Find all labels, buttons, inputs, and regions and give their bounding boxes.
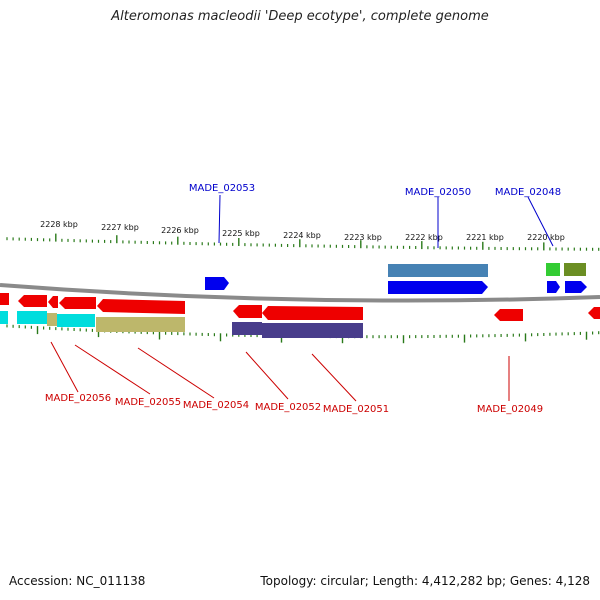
outer-tick-track (6, 233, 600, 251)
gene-arrow-made-02054[interactable] (97, 299, 185, 314)
gene-arrow-made-02056b[interactable] (48, 296, 58, 308)
gene-arrow-made-02056a[interactable] (18, 295, 47, 307)
genome-backbone (0, 283, 600, 303)
leader-made-02054 (137, 347, 215, 399)
gene-block-cyan-2[interactable] (57, 314, 95, 327)
gene-block-cyan-1[interactable] (17, 311, 47, 324)
leader-made-02051 (311, 353, 357, 402)
kbp-tick-label: 2225 kbp (222, 229, 260, 238)
leader-made-02048 (527, 196, 554, 247)
gene-block-olive[interactable] (564, 263, 586, 276)
gene-arrow-made-02051[interactable] (262, 306, 363, 320)
leader-made-02055 (74, 344, 151, 395)
label-made-02048[interactable]: MADE_02048 (495, 187, 561, 198)
gene-arrow-blue-right[interactable] (565, 281, 587, 293)
label-made-02049[interactable]: MADE_02049 (477, 404, 543, 415)
kbp-tick-label: 2226 kbp (161, 226, 199, 235)
accession-text: Accession: NC_011138 (9, 574, 146, 588)
genome-summary-text: Topology: circular; Length: 4,412,282 bp… (260, 574, 590, 588)
gene-block-slate-1[interactable] (232, 322, 262, 335)
kbp-tick-label: 2221 kbp (466, 233, 504, 242)
leader-made-02052 (245, 351, 289, 400)
label-made-02050[interactable]: MADE_02050 (405, 187, 471, 198)
kbp-tick-label: 2223 kbp (344, 233, 382, 242)
gene-arrow-edge-left[interactable] (0, 293, 9, 305)
kbp-tick-label: 2228 kbp (40, 220, 78, 229)
kbp-tick-label: 2227 kbp (101, 223, 139, 232)
gene-block-tan[interactable] (96, 317, 185, 332)
forward-strand-genes (205, 263, 587, 294)
gene-arrow-made-02050[interactable] (388, 281, 488, 294)
gene-arrow-made-02052[interactable] (233, 305, 262, 318)
leader-lines (50, 194, 554, 402)
gene-block-tan-small[interactable] (47, 313, 57, 326)
label-made-02055[interactable]: MADE_02055 (115, 397, 181, 408)
kbp-tick-labels: 2228 kbp 2227 kbp 2226 kbp 2225 kbp 2224 kbp… (40, 220, 565, 242)
gene-arrow-made-02048[interactable] (547, 281, 560, 293)
kbp-tick-label: 2220 kbp (527, 233, 565, 242)
label-made-02054[interactable]: MADE_02054 (183, 400, 249, 411)
map-title: Alteromonas macleodii 'Deep ecotype', co… (111, 9, 489, 24)
reverse-strand-genes (0, 293, 600, 338)
gene-block-cyan-edge[interactable] (0, 311, 8, 324)
gene-block-slate-2[interactable] (262, 323, 363, 338)
label-made-02053[interactable]: MADE_02053 (189, 183, 255, 194)
kbp-tick-label: 2224 kbp (283, 231, 321, 240)
locus-tag-labels: MADE_02053 MADE_02050 MADE_02048 MADE_02… (45, 183, 561, 415)
leader-made-02056 (50, 341, 79, 393)
gene-block-made-02050[interactable] (388, 264, 488, 277)
label-made-02056[interactable]: MADE_02056 (45, 393, 111, 404)
gene-block-green[interactable] (546, 263, 560, 276)
gene-arrow-made-02049[interactable] (494, 309, 523, 321)
kbp-tick-label: 2222 kbp (405, 233, 443, 242)
gene-arrow-made-02055[interactable] (59, 297, 96, 309)
leader-made-02053 (218, 194, 221, 244)
label-made-02051[interactable]: MADE_02051 (323, 404, 389, 415)
label-made-02052[interactable]: MADE_02052 (255, 402, 321, 413)
gene-arrow-edge-right[interactable] (588, 307, 600, 319)
gene-arrow-made-02053[interactable] (205, 277, 229, 290)
